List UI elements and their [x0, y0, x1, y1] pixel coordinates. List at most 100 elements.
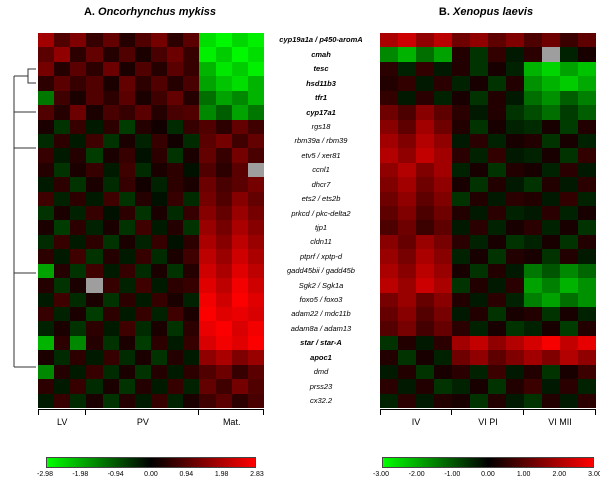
heatmap-cell — [542, 162, 560, 178]
heatmap-cell — [560, 90, 578, 106]
heatmap-cell — [452, 162, 470, 178]
heatmap-cell — [134, 278, 151, 293]
heatmap-cell — [398, 307, 416, 322]
heatmap-cell — [118, 393, 135, 408]
heatmap-cell — [578, 33, 596, 48]
gene-label: rbm39a / rbm39 — [294, 136, 348, 146]
heatmap-cell — [118, 76, 135, 91]
heatmap-cell — [506, 307, 524, 322]
heatmap-cell — [542, 133, 560, 149]
heatmap-cell — [416, 191, 434, 207]
heatmap-cell — [199, 191, 216, 207]
heatmap-cell — [167, 47, 184, 62]
heatmap-cell — [488, 321, 506, 336]
heatmap-cell — [434, 263, 452, 279]
heatmap-cell — [167, 321, 184, 336]
heatmap-cell — [150, 90, 168, 106]
heatmap-cell — [134, 177, 151, 192]
heatmap-cell — [398, 148, 416, 163]
heatmap-cell — [452, 249, 470, 264]
heatmap-cell — [470, 162, 488, 178]
heatmap-cell — [54, 177, 71, 192]
heatmap-cell — [578, 321, 596, 336]
heatmap-cell — [380, 234, 398, 250]
heatmap-cell — [199, 220, 216, 235]
panel-b-heatmap — [380, 33, 596, 408]
heatmap-cell — [150, 105, 168, 120]
heatmap-cell — [247, 292, 264, 308]
heatmap-cell — [470, 263, 488, 279]
heatmap-cell — [183, 76, 200, 91]
heatmap-cell — [118, 133, 135, 149]
heatmap-cell — [134, 61, 151, 77]
heatmap-cell — [70, 206, 87, 221]
heatmap-cell — [488, 206, 506, 221]
heatmap-cell — [524, 105, 542, 120]
heatmap-cell — [215, 263, 232, 279]
heatmap-cell — [506, 335, 524, 351]
gene-label: ets2 / ets2b — [301, 194, 341, 204]
gene-label: star / star-A — [300, 338, 342, 348]
heatmap-cell — [54, 33, 71, 48]
gene-label: ccnl1 — [312, 165, 330, 175]
heatmap-cell — [86, 33, 103, 48]
heatmap-cell — [150, 278, 168, 293]
heatmap-cell — [506, 90, 524, 106]
heatmap-cell — [247, 379, 264, 394]
heatmap-cell — [118, 307, 135, 322]
heatmap-cell — [247, 220, 264, 235]
heatmap-cell — [578, 379, 596, 394]
heatmap-cell — [560, 350, 578, 365]
heatmap-cell — [542, 220, 560, 235]
heatmap-cell — [380, 90, 398, 106]
heatmap-cell — [54, 321, 71, 336]
heatmap-cell — [488, 278, 506, 293]
heatmap-cell — [434, 393, 452, 408]
heatmap-cell — [470, 33, 488, 48]
heatmap-cell — [118, 90, 135, 106]
gene-label: prss23 — [309, 381, 333, 391]
panel-b-title-prefix: B. — [438, 6, 453, 18]
heatmap-cell — [102, 33, 119, 48]
heatmap-cell — [86, 364, 103, 380]
heatmap-cell — [102, 335, 119, 351]
heatmap-cell — [506, 350, 524, 365]
heatmap-cell — [398, 76, 416, 91]
gene-label: cyp19a1a / p450-aromA — [279, 35, 363, 45]
heatmap-cell — [578, 335, 596, 351]
heatmap-cell — [118, 234, 135, 250]
heatmap-cell — [150, 119, 168, 134]
heatmap-cell — [231, 47, 248, 62]
colorbar-tick-label: 2.00 — [552, 471, 567, 478]
heatmap-cell — [470, 292, 488, 308]
heatmap-cell — [150, 393, 168, 408]
heatmap-cell — [488, 292, 506, 308]
heatmap-cell — [578, 220, 596, 235]
colorbar-tick-label: 1.98 — [214, 471, 229, 478]
heatmap-cell — [86, 234, 103, 250]
heatmap-cell — [380, 393, 398, 408]
heatmap-cell — [524, 119, 542, 134]
heatmap-cell — [215, 90, 232, 106]
heatmap-cell — [380, 206, 398, 221]
heatmap-cell — [150, 350, 168, 365]
heatmap-cell — [150, 379, 168, 394]
heatmap-cell — [86, 61, 103, 77]
heatmap-cell — [231, 321, 248, 336]
heatmap-cell — [102, 61, 119, 77]
heatmap-cell — [134, 47, 151, 62]
heatmap-cell — [452, 278, 470, 293]
heatmap-cell — [118, 206, 135, 221]
heatmap-cell — [470, 90, 488, 106]
heatmap-cell — [506, 191, 524, 207]
heatmap-cell — [86, 263, 103, 279]
heatmap-cell — [86, 162, 103, 178]
heatmap-cell — [524, 393, 542, 408]
heatmap-cell — [488, 220, 506, 235]
heatmap-cell — [434, 105, 452, 120]
heatmap-cell — [488, 249, 506, 264]
heatmap-cell — [434, 278, 452, 293]
heatmap-cell — [134, 133, 151, 149]
heatmap-cell — [167, 263, 184, 279]
heatmap-cell — [167, 393, 184, 408]
